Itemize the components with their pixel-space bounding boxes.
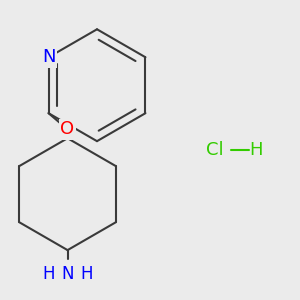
Text: O: O xyxy=(61,120,75,138)
Text: Cl: Cl xyxy=(206,141,224,159)
Text: N: N xyxy=(61,265,74,283)
Text: H: H xyxy=(249,141,263,159)
Text: N: N xyxy=(42,48,55,66)
Text: H: H xyxy=(42,265,55,283)
Text: H: H xyxy=(80,265,93,283)
